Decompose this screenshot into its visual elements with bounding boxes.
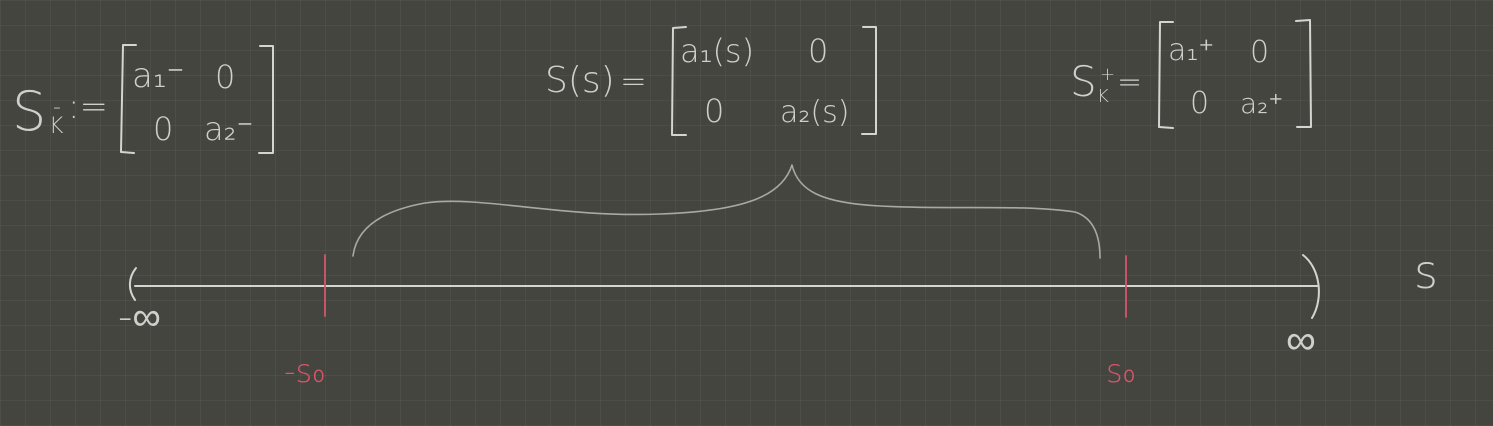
cell-a1-minus: a₁⁻: [132, 56, 184, 96]
cell-a2-minus: a₂⁻: [204, 110, 253, 148]
cell-a1-s: a₁(s): [680, 32, 754, 70]
lhs-s-left: S: [12, 80, 46, 143]
bracket-middle-close: [861, 26, 877, 135]
curly-brace: [352, 164, 1101, 259]
cell-a1-plus: a₁⁺: [1168, 33, 1214, 68]
lhs-sup-plus-right: +: [1100, 64, 1115, 85]
cell-0-top-right-middle: 0: [808, 32, 828, 70]
bracket-right-close: [1295, 19, 1312, 128]
axis-label-s: s: [1414, 245, 1438, 299]
cell-0-bottom-left-right: 0: [1190, 86, 1209, 121]
matrix-s-of-s: S(s) = a₁(s) 0 0 a₂(s): [545, 26, 877, 136]
assign-symbol: :=: [68, 87, 108, 127]
cell-a2-s: a₂(s): [780, 95, 849, 130]
bracket-right-open: [1158, 21, 1174, 129]
cell-0-top-right-left: 0: [215, 58, 235, 96]
lhs-sub-k-left: K: [49, 114, 64, 139]
lhs-sup-minus-left: -: [53, 95, 61, 120]
lhs-s-of-s: S(s): [545, 60, 615, 101]
bracket-left-close: [258, 45, 274, 154]
cell-0-bottom-left-left: 0: [153, 110, 173, 148]
matrix-s-k-minus: S K - := a₁⁻ 0 0 a₂⁻: [12, 44, 274, 154]
cell-0-bottom-left-middle: 0: [704, 92, 724, 130]
label-infinity: ∞: [1286, 315, 1316, 364]
bracket-left-open: [120, 44, 137, 154]
open-paren-left: [128, 267, 137, 301]
label-minus-s0: -s₀: [284, 352, 325, 390]
close-paren-right: [1302, 254, 1320, 319]
cell-a2-plus: a₂⁺: [1240, 87, 1283, 120]
cell-0-top-right-right: 0: [1250, 35, 1269, 70]
matrix-s-k-plus: S K + = a₁⁺ 0 0 a₂⁺: [1070, 19, 1312, 129]
label-minus-infinity: -∞: [118, 294, 161, 340]
lhs-s-right: S: [1070, 57, 1097, 106]
label-s0: s₀: [1106, 352, 1136, 390]
equals-right: =: [1117, 65, 1142, 100]
bracket-middle-open: [671, 26, 687, 136]
number-line: -∞ ∞ s -s₀ s₀: [118, 245, 1438, 390]
lhs-sub-k-right: K: [1097, 86, 1109, 107]
equals-middle: =: [620, 62, 647, 100]
